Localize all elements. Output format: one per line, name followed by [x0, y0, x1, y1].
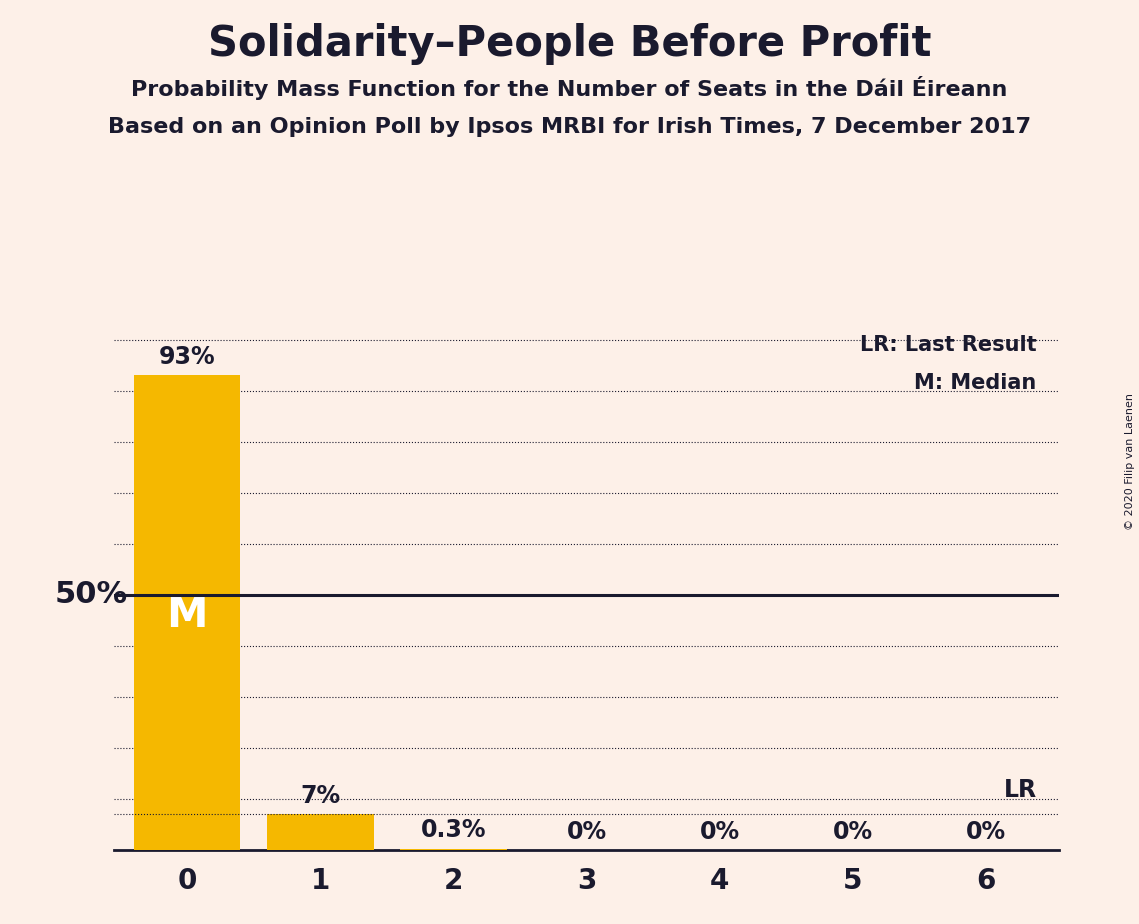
Text: Solidarity–People Before Profit: Solidarity–People Before Profit	[207, 23, 932, 65]
Text: 0%: 0%	[966, 820, 1006, 844]
Text: Based on an Opinion Poll by Ipsos MRBI for Irish Times, 7 December 2017: Based on an Opinion Poll by Ipsos MRBI f…	[108, 117, 1031, 138]
Text: M: Median: M: Median	[915, 373, 1036, 393]
Text: © 2020 Filip van Laenen: © 2020 Filip van Laenen	[1125, 394, 1134, 530]
Text: LR: LR	[1003, 778, 1036, 802]
Text: LR: Last Result: LR: Last Result	[860, 334, 1036, 355]
Text: 0%: 0%	[699, 820, 740, 844]
Bar	[134, 375, 240, 850]
Text: M: M	[166, 594, 208, 637]
Text: 0%: 0%	[833, 820, 872, 844]
Text: 93%: 93%	[158, 346, 215, 370]
Text: 7%: 7%	[301, 784, 341, 808]
Bar	[267, 814, 374, 850]
Text: Probability Mass Function for the Number of Seats in the Dáil Éireann: Probability Mass Function for the Number…	[131, 76, 1008, 100]
Text: 0.3%: 0.3%	[420, 819, 486, 843]
Text: 50%: 50%	[55, 580, 128, 610]
Bar	[400, 848, 507, 850]
Text: 0%: 0%	[566, 820, 607, 844]
